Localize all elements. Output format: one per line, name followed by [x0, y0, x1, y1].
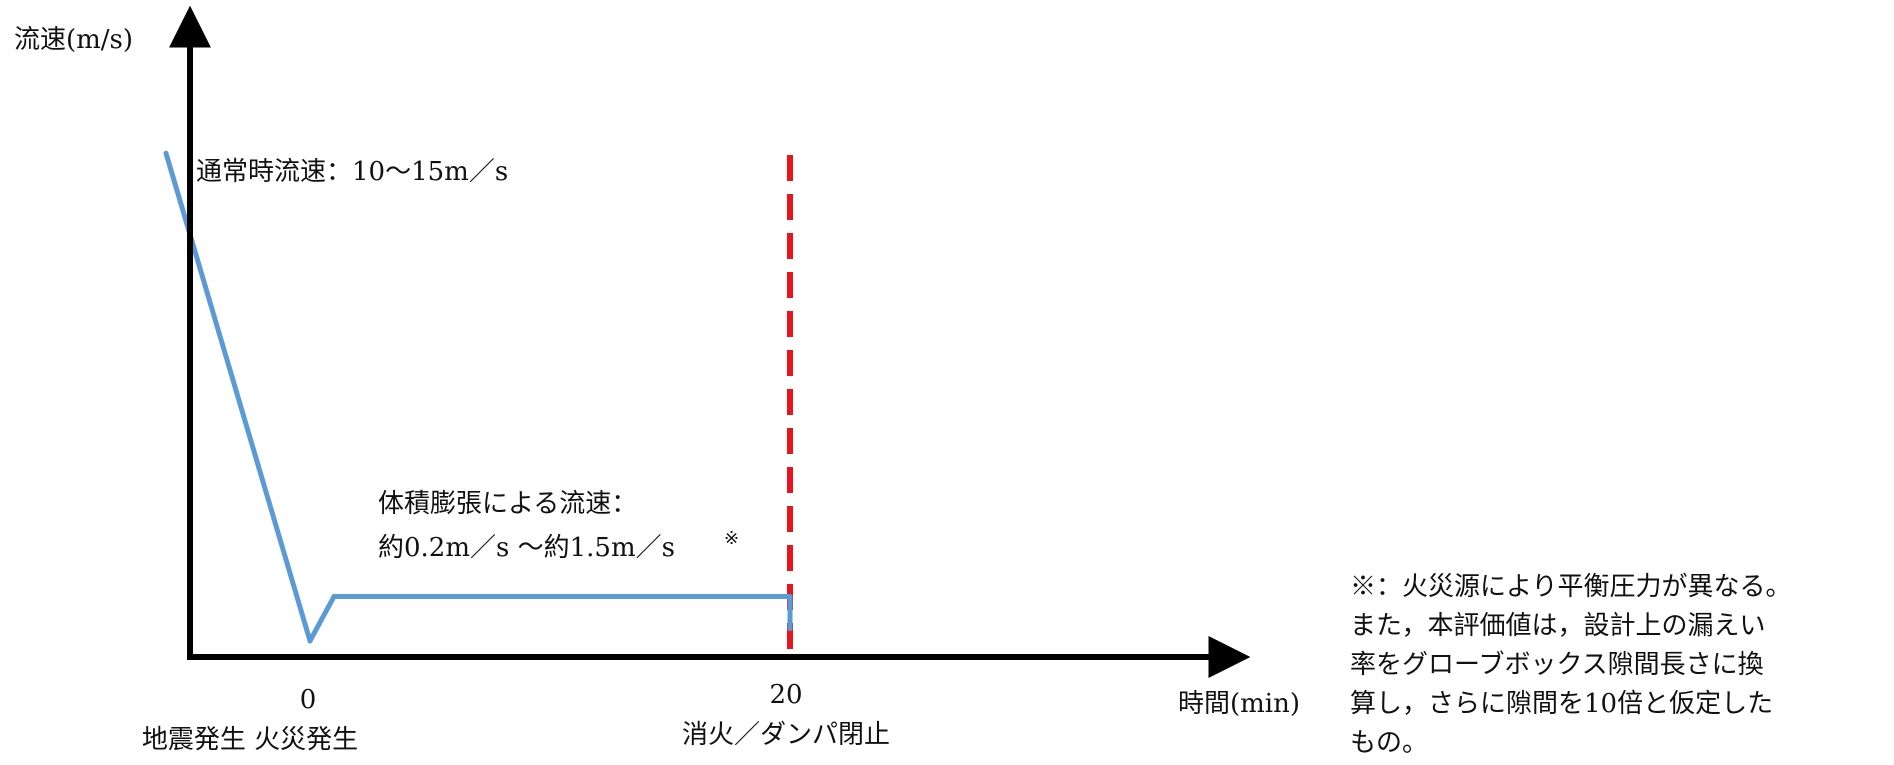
- expansion-flow-annotation-line2: 約0.2m／s 〜約1.5m／s: [378, 533, 675, 563]
- footnote: ※：火災源により平衡圧力が異なる。 また，本評価値は，設計上の漏えい 率をグロー…: [1350, 568, 1890, 763]
- x-event-label-0: 地震発生 火災発生: [142, 725, 358, 755]
- footnote-line: また，本評価値は，設計上の漏えい: [1350, 611, 1766, 641]
- x-axis-label: 時間(min): [1178, 689, 1300, 719]
- x-tick-label-20: 20: [769, 680, 802, 710]
- footnote-line: ※：火災源により平衡圧力が異なる。: [1350, 572, 1792, 602]
- expansion-flow-annotation-line1: 体積膨張による流速：: [378, 489, 637, 519]
- y-axis-label: 流速(m/s): [14, 25, 133, 55]
- x-event-label-20: 消火／ダンパ閉止: [682, 720, 890, 750]
- x-tick-label-0: 0: [300, 685, 317, 715]
- expansion-flow-footnote-mark: ※: [724, 528, 739, 549]
- series-layer: [163, 150, 793, 657]
- footnote-line: 算し，さらに隙間を10倍と仮定した: [1350, 689, 1774, 719]
- normal-flow-annotation: 通常時流速：10〜15m／s: [196, 157, 508, 187]
- footnote-line: もの。: [1350, 728, 1429, 758]
- series-0-segment-1: [307, 594, 337, 644]
- footnote-line: 率をグローブボックス隙間長さに換: [1350, 650, 1764, 680]
